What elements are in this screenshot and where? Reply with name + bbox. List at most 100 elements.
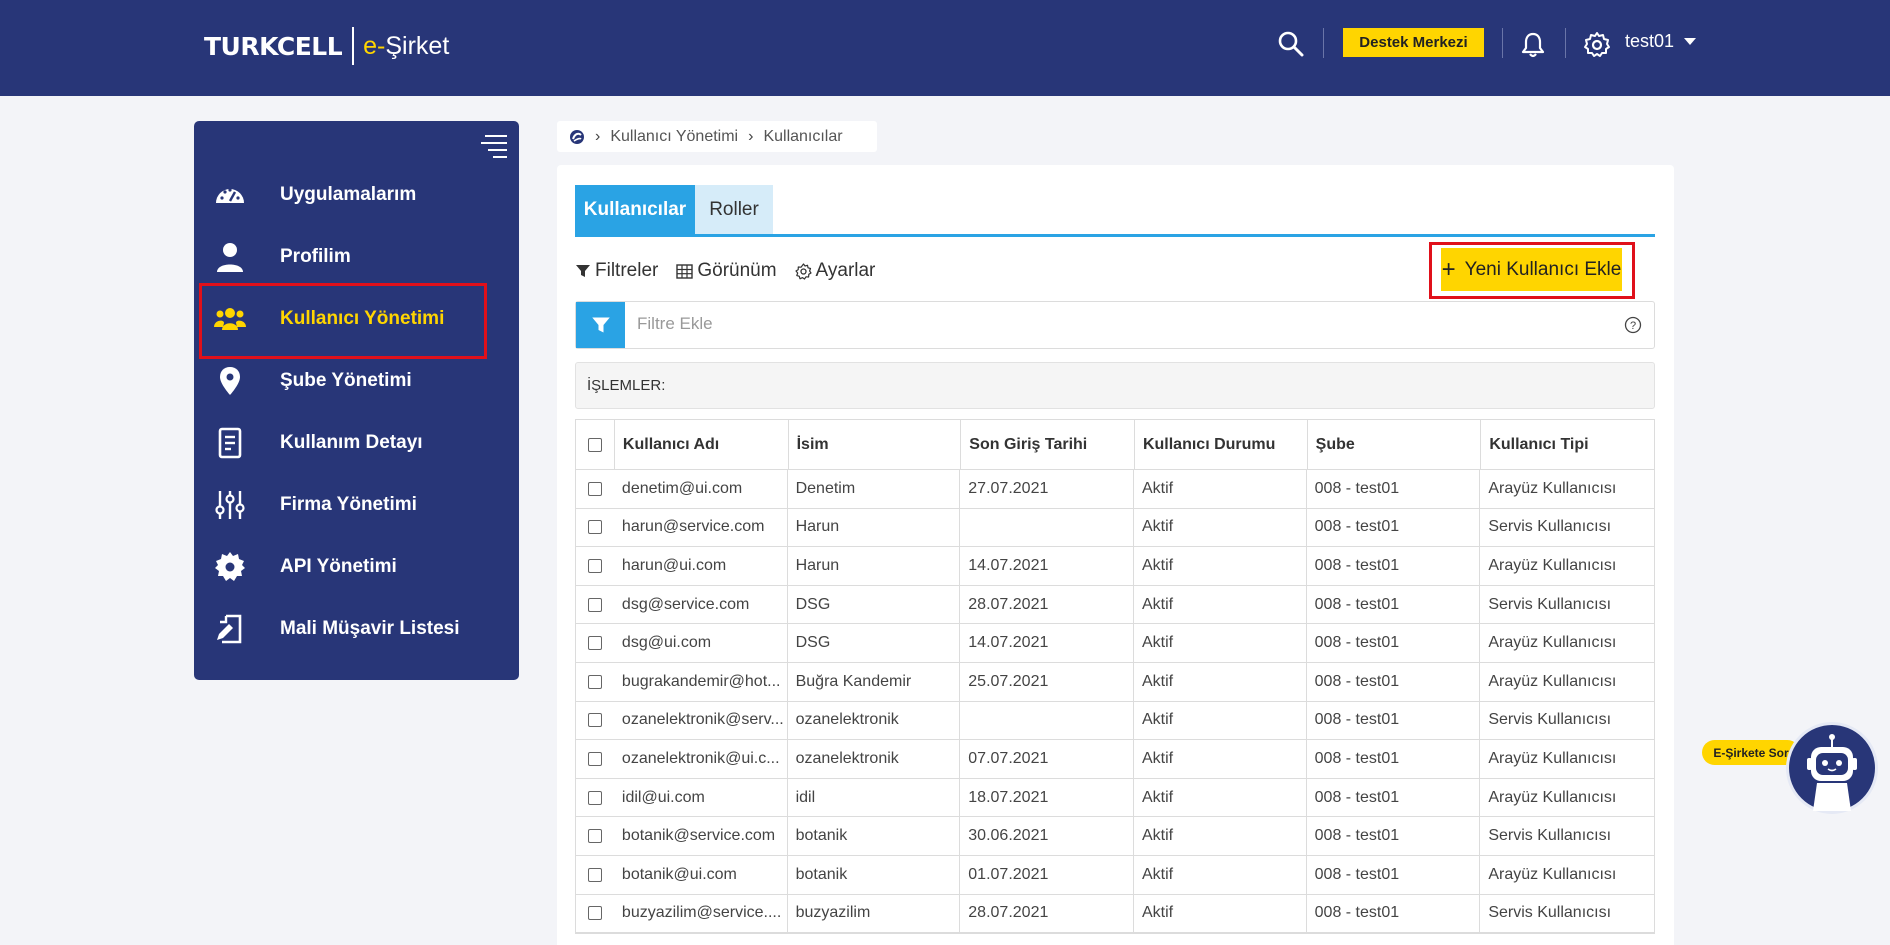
row-checkbox[interactable]: [587, 674, 602, 689]
product-prefix: e-: [363, 31, 386, 60]
row-checkbox-cell: [576, 663, 614, 701]
filter-toggle-button[interactable]: [576, 302, 625, 348]
filters-button[interactable]: Filtreler: [575, 260, 658, 282]
cell-branch: 008 - test01: [1307, 701, 1481, 740]
search-icon[interactable]: [1277, 30, 1305, 58]
view-button[interactable]: Görünüm: [676, 260, 777, 282]
cell-user-type: Servis Kullanıcısı: [1488, 711, 1612, 729]
users-icon: [214, 308, 246, 330]
settings-gear-icon[interactable]: [1583, 31, 1611, 59]
table-row[interactable]: botanik@ui.com botanik 01.07.2021 Aktif 008 …: [576, 855, 1654, 895]
breadcrumb-item[interactable]: Kullanıcı Yönetimi: [610, 127, 739, 145]
cell-last-login: 18.07.2021: [960, 778, 1134, 817]
table-row[interactable]: idil@ui.com idil 18.07.2021 Aktif 008 - test…: [576, 778, 1654, 818]
cell-status: Aktif: [1134, 547, 1307, 585]
header-divider: [1565, 28, 1566, 58]
sidebar-item-branch-management[interactable]: Şube Yönetimi: [212, 353, 492, 409]
sidebar-item-label: Firma Yönetimi: [280, 494, 417, 515]
sidebar-item-company-management[interactable]: Firma Yönetimi: [212, 477, 492, 533]
sliders-icon: [215, 491, 245, 519]
filters-label: Filtreler: [595, 260, 659, 281]
row-checkbox[interactable]: [587, 906, 602, 921]
row-checkbox[interactable]: [587, 481, 602, 496]
cell-username: ozanelektronik@ui.c...: [614, 740, 788, 778]
row-checkbox[interactable]: [587, 790, 602, 805]
column-header-status[interactable]: Kullanıcı Durumu: [1133, 420, 1307, 469]
table-row[interactable]: harun@ui.com Harun 14.07.2021 Aktif 008 - te…: [576, 547, 1654, 586]
row-checkbox[interactable]: [587, 636, 602, 651]
add-user-button[interactable]: + Yeni Kullanıcı Ekle: [1441, 248, 1622, 291]
filter-input[interactable]: [637, 314, 1587, 334]
notification-bell-icon[interactable]: [1519, 31, 1547, 59]
cell-user-type: Servis Kullanıcısı: [1488, 827, 1612, 845]
cell-status: Aktif: [1134, 778, 1307, 817]
row-checkbox[interactable]: [587, 597, 602, 612]
table-row[interactable]: ozanelektronik@serv... ozanelektronik Akti…: [576, 701, 1654, 741]
settings-button[interactable]: Ayarlar: [794, 260, 875, 282]
table-row[interactable]: botanik@service.com botanik 30.06.2021 Akti…: [576, 817, 1654, 856]
home-logo-icon[interactable]: [569, 129, 585, 145]
table-row[interactable]: dsg@service.com DSG 28.07.2021 Aktif 008 - t…: [576, 585, 1654, 625]
row-checkbox[interactable]: [587, 713, 602, 728]
cell-name: Buğra Kandemir: [788, 662, 961, 701]
table-row[interactable]: harun@service.com Harun Aktif 008 - test01 S…: [576, 508, 1654, 548]
sidebar-item-accountant-list[interactable]: Mali Müşavir Listesi: [212, 601, 492, 657]
row-checkbox-cell: [576, 547, 614, 585]
chevron-down-icon: [1684, 38, 1697, 45]
column-header-name[interactable]: İsim: [787, 420, 961, 469]
cell-last-login: 30.06.2021: [960, 817, 1134, 855]
table-row[interactable]: denetim@ui.com Denetim 27.07.2021 Aktif 008 …: [576, 470, 1654, 509]
cell-user-type: Arayüz Kullanıcısı: [1488, 634, 1617, 652]
cell-last-login: 01.07.2021: [960, 855, 1134, 894]
table-row[interactable]: ozanelektronik@ui.c... ozanelektronik 07.0…: [576, 740, 1654, 779]
row-checkbox[interactable]: [587, 829, 602, 844]
column-header-user-type[interactable]: Kullanıcı Tipi: [1480, 420, 1654, 469]
table-body: denetim@ui.com Denetim 27.07.2021 Aktif 008 …: [576, 470, 1654, 934]
sidebar-item-api-management[interactable]: API Yönetimi: [212, 539, 492, 595]
sidebar-item-profile[interactable]: Profilim: [212, 229, 492, 285]
table-row[interactable]: bugrakandemir@hot... Buğra Kandemir 25.07.…: [576, 662, 1654, 702]
table-row[interactable]: buzyazilim@service.... buzyazilim 28.07.20…: [576, 894, 1654, 934]
cell-last-login: 14.07.2021: [960, 624, 1134, 662]
cell-status: Aktif: [1134, 662, 1307, 701]
user-menu[interactable]: test01: [1625, 31, 1697, 52]
cell-branch: 008 - test01: [1307, 894, 1481, 933]
row-checkbox[interactable]: [587, 558, 602, 573]
chevron-right-icon: ›: [595, 127, 601, 145]
cell-username: dsg@service.com: [614, 585, 788, 624]
sidebar-item-user-management[interactable]: Kullanıcı Yönetimi: [212, 291, 492, 347]
support-center-button[interactable]: Destek Merkezi: [1343, 28, 1484, 57]
column-header-branch[interactable]: Şube: [1306, 420, 1481, 469]
row-checkbox-cell: [576, 509, 614, 547]
cell-username: buzyazilim@service....: [614, 894, 788, 933]
column-header-username[interactable]: Kullanıcı Adı: [613, 420, 788, 469]
plus-icon: +: [1441, 255, 1456, 283]
select-all-checkbox-cell: [576, 420, 614, 469]
svg-text:?: ?: [1630, 320, 1636, 332]
tab-users[interactable]: Kullanıcılar: [575, 185, 695, 234]
sidebar-item-applications[interactable]: Uygulamalarım: [212, 167, 492, 223]
select-all-checkbox[interactable]: [587, 437, 602, 452]
row-checkbox-cell: [576, 740, 614, 778]
chevron-right-icon: ›: [748, 127, 754, 145]
cell-username: botanik@service.com: [614, 817, 788, 855]
tab-roles[interactable]: Roller: [695, 185, 773, 234]
sidebar-item-usage-detail[interactable]: Kullanım Detayı: [212, 415, 492, 471]
chatbot-button[interactable]: [1786, 722, 1878, 814]
row-checkbox-cell: [576, 779, 614, 817]
turkcell-e-sirket-logo[interactable]: TURKCELL e- Şirket: [204, 26, 449, 66]
cell-user-type: Servis Kullanıcısı: [1488, 595, 1612, 613]
help-icon[interactable]: ?: [1624, 316, 1642, 334]
row-checkbox[interactable]: [587, 867, 602, 882]
column-header-last-login[interactable]: Son Giriş Tarihi: [960, 420, 1134, 469]
cell-last-login: 07.07.2021: [960, 740, 1134, 778]
cell-username: dsg@ui.com: [614, 624, 788, 662]
row-checkbox[interactable]: [587, 520, 602, 535]
gear-icon: [215, 552, 245, 581]
menu-collapse-icon[interactable]: [481, 135, 507, 158]
cell-branch: 008 - test01: [1307, 624, 1481, 662]
highlight-box: [199, 283, 487, 359]
chatbot-label[interactable]: E-Şirkete Sor: [1702, 740, 1800, 765]
row-checkbox[interactable]: [587, 751, 602, 766]
table-row[interactable]: dsg@ui.com DSG 14.07.2021 Aktif 008 - test01…: [576, 624, 1654, 663]
